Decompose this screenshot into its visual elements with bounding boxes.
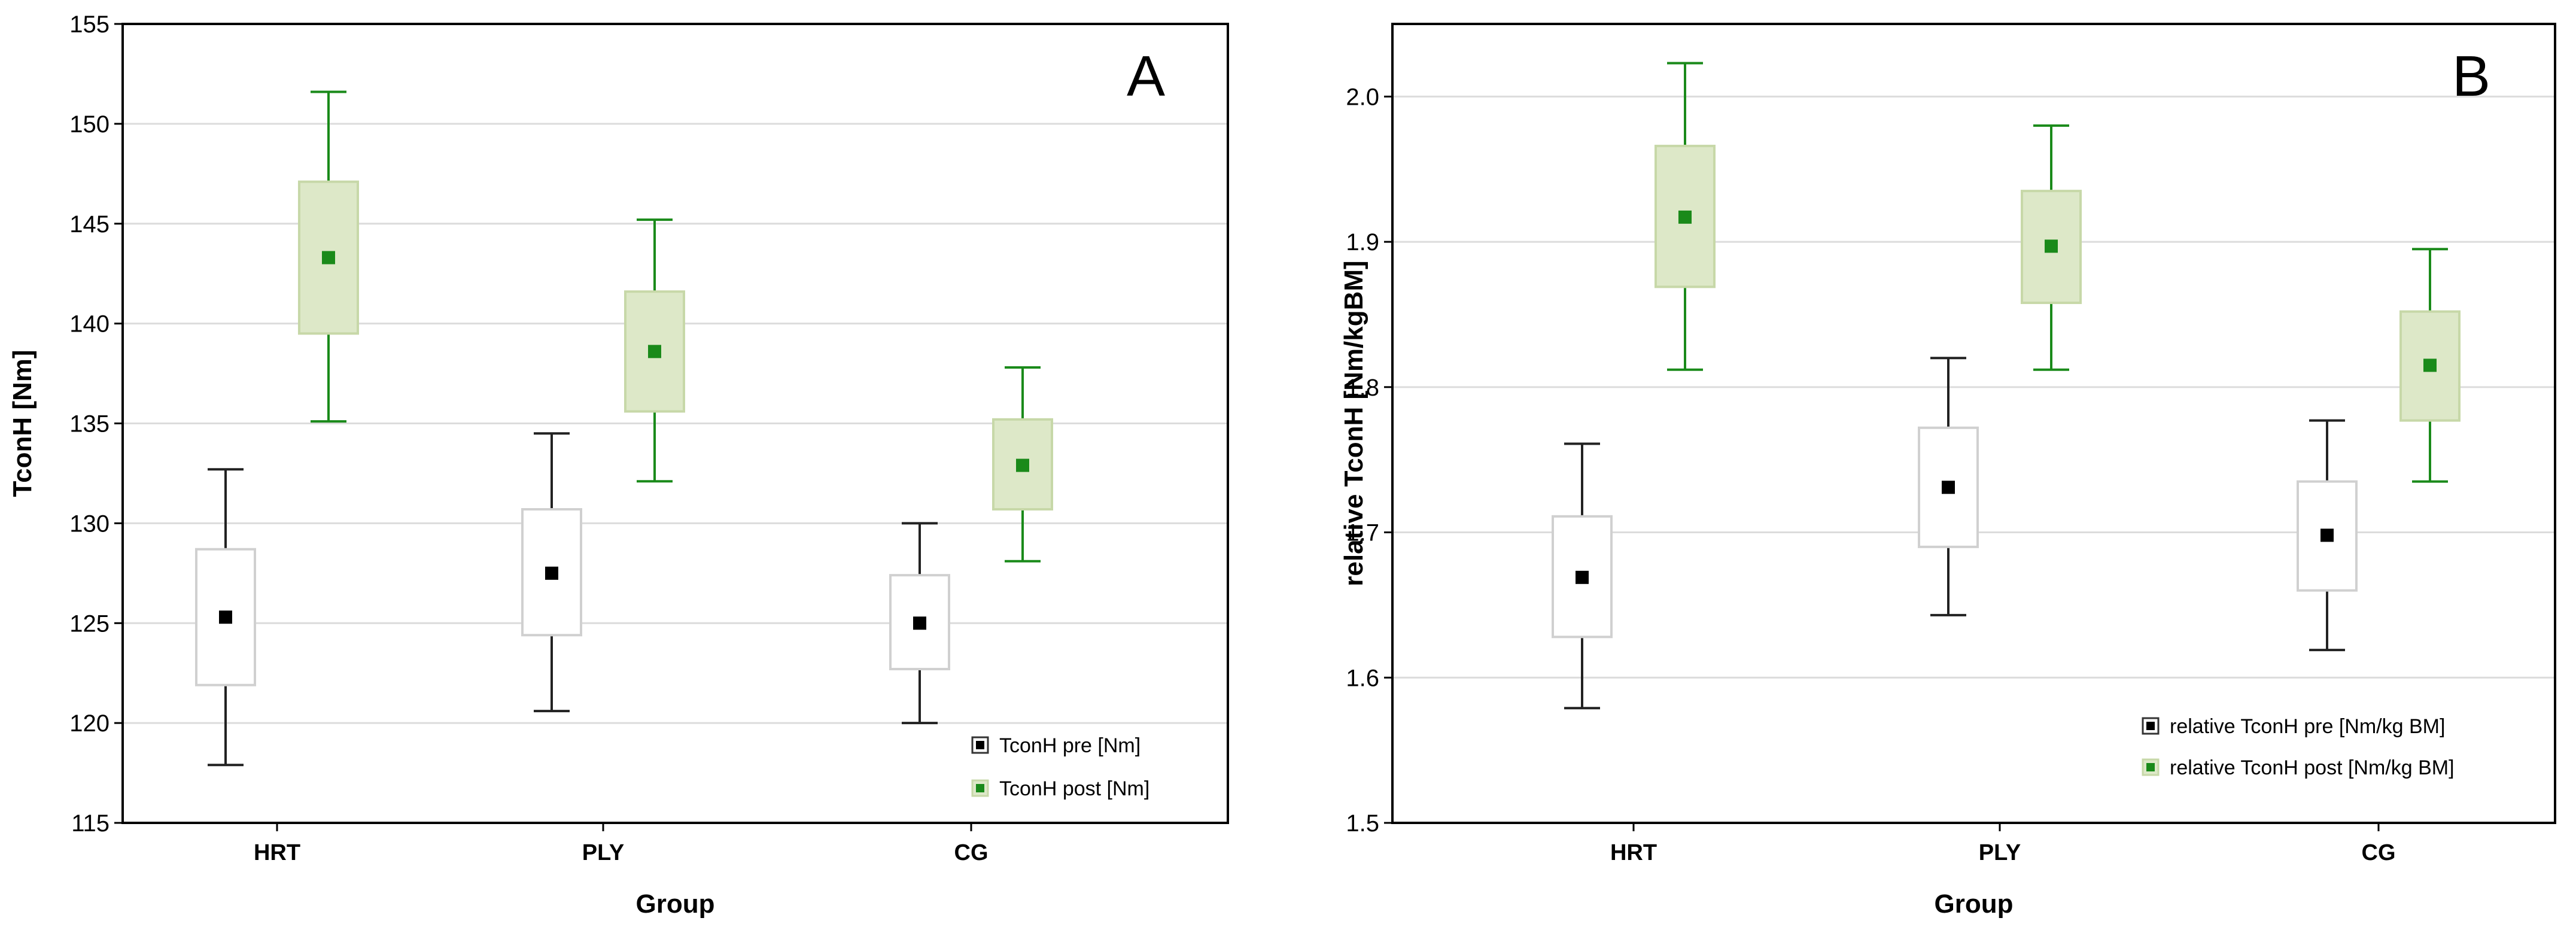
- mean-marker: [2423, 358, 2437, 372]
- panel-letter: A: [1127, 44, 1165, 108]
- mean-marker: [322, 251, 335, 265]
- x-category-label: HRT: [1610, 840, 1657, 865]
- panel-b: 1.5 1.6 1.7 1.8 1.9 2.0 HRT PLY CG Group relative …: [1339, 23, 2556, 919]
- x-axis-title: Group: [636, 889, 715, 919]
- y-tick-label: 145: [69, 211, 110, 238]
- x-axis-title: Group: [1935, 889, 2014, 919]
- mean-marker: [545, 566, 558, 580]
- series-0-box-hrt: [195, 468, 256, 767]
- series-1-box-hrt: [298, 90, 359, 423]
- mean-marker: [2320, 528, 2334, 542]
- y-tick-label: 1.9: [1346, 229, 1379, 256]
- legend-swatch: [971, 736, 989, 754]
- mean-marker: [1576, 570, 1589, 584]
- series-1-box-ply: [624, 218, 685, 483]
- y-tick-label: 1.7: [1346, 520, 1379, 546]
- y-tick-label: 1.8: [1346, 375, 1379, 401]
- series-1-box-ply: [2021, 124, 2082, 371]
- legend-marker-icon: [976, 741, 984, 749]
- box-rect: [521, 508, 582, 637]
- y-tick-label: 155: [69, 11, 110, 38]
- mean-marker: [913, 616, 926, 630]
- y-tick-label: 120: [69, 710, 110, 737]
- panel-a: 115 120 125 130 135 140 145 150 155 HRT PLY CG Group…: [8, 11, 1229, 919]
- plot-frame: [1391, 23, 2556, 824]
- series-0-box-ply: [1918, 357, 1979, 616]
- y-tick-label: 125: [69, 610, 110, 637]
- series-1-box-hrt: [1655, 62, 1716, 371]
- y-tick-label: 150: [69, 111, 110, 138]
- series-0-box-cg: [2297, 419, 2358, 652]
- legend-label: relative TconH post [Nm/kg BM]: [2170, 756, 2455, 779]
- series-1-box-cg: [992, 366, 1053, 563]
- mean-marker: [2045, 239, 2058, 253]
- x-category-label: PLY: [582, 840, 624, 865]
- box-rect: [1918, 426, 1979, 548]
- legend-marker-icon: [976, 784, 984, 792]
- box-rect: [2399, 310, 2461, 422]
- plot-frame: [121, 23, 1229, 824]
- legend-label: relative TconH pre [Nm/kg BM]: [2170, 715, 2445, 738]
- y-tick-label: 1.5: [1346, 810, 1379, 837]
- y-axis-title: relative TconH [Nm/kgBM]: [1339, 260, 1368, 586]
- y-tick-label: 135: [69, 411, 110, 437]
- series-0-box-cg: [889, 522, 950, 725]
- x-category-label: PLY: [1979, 840, 2021, 865]
- y-tick-label: 1.6: [1346, 665, 1379, 691]
- legend-swatch: [2142, 758, 2160, 776]
- y-tick-label: 140: [69, 311, 110, 338]
- legend-label: TconH post [Nm]: [999, 777, 1149, 800]
- series-0-box-ply: [521, 432, 582, 713]
- y-tick-label: 2.0: [1346, 84, 1379, 110]
- y-tick-label: 130: [69, 510, 110, 537]
- mean-marker: [1942, 481, 1955, 494]
- mean-marker: [648, 345, 661, 358]
- y-axis-title: TconH [Nm]: [8, 349, 37, 497]
- box-rect: [298, 180, 359, 335]
- x-category-label: CG: [2362, 840, 2396, 865]
- legend-marker-icon: [2146, 722, 2155, 730]
- mean-marker: [219, 610, 232, 624]
- mean-marker: [1678, 210, 1692, 224]
- x-category-label: CG: [954, 840, 989, 865]
- legend-label: TconH pre [Nm]: [999, 734, 1141, 757]
- legend: TconH pre [Nm] TconH post [Nm]: [971, 734, 1149, 800]
- x-category-label: HRT: [254, 840, 300, 865]
- y-tick-label: 115: [71, 810, 110, 837]
- series-0-box-hrt: [1552, 442, 1613, 710]
- series-1-box-cg: [2399, 248, 2461, 483]
- mean-marker: [1016, 458, 1029, 472]
- panel-letter: B: [2452, 44, 2490, 108]
- legend-marker-icon: [2146, 763, 2155, 771]
- legend: relative TconH pre [Nm/kg BM] relative Tc…: [2142, 715, 2455, 779]
